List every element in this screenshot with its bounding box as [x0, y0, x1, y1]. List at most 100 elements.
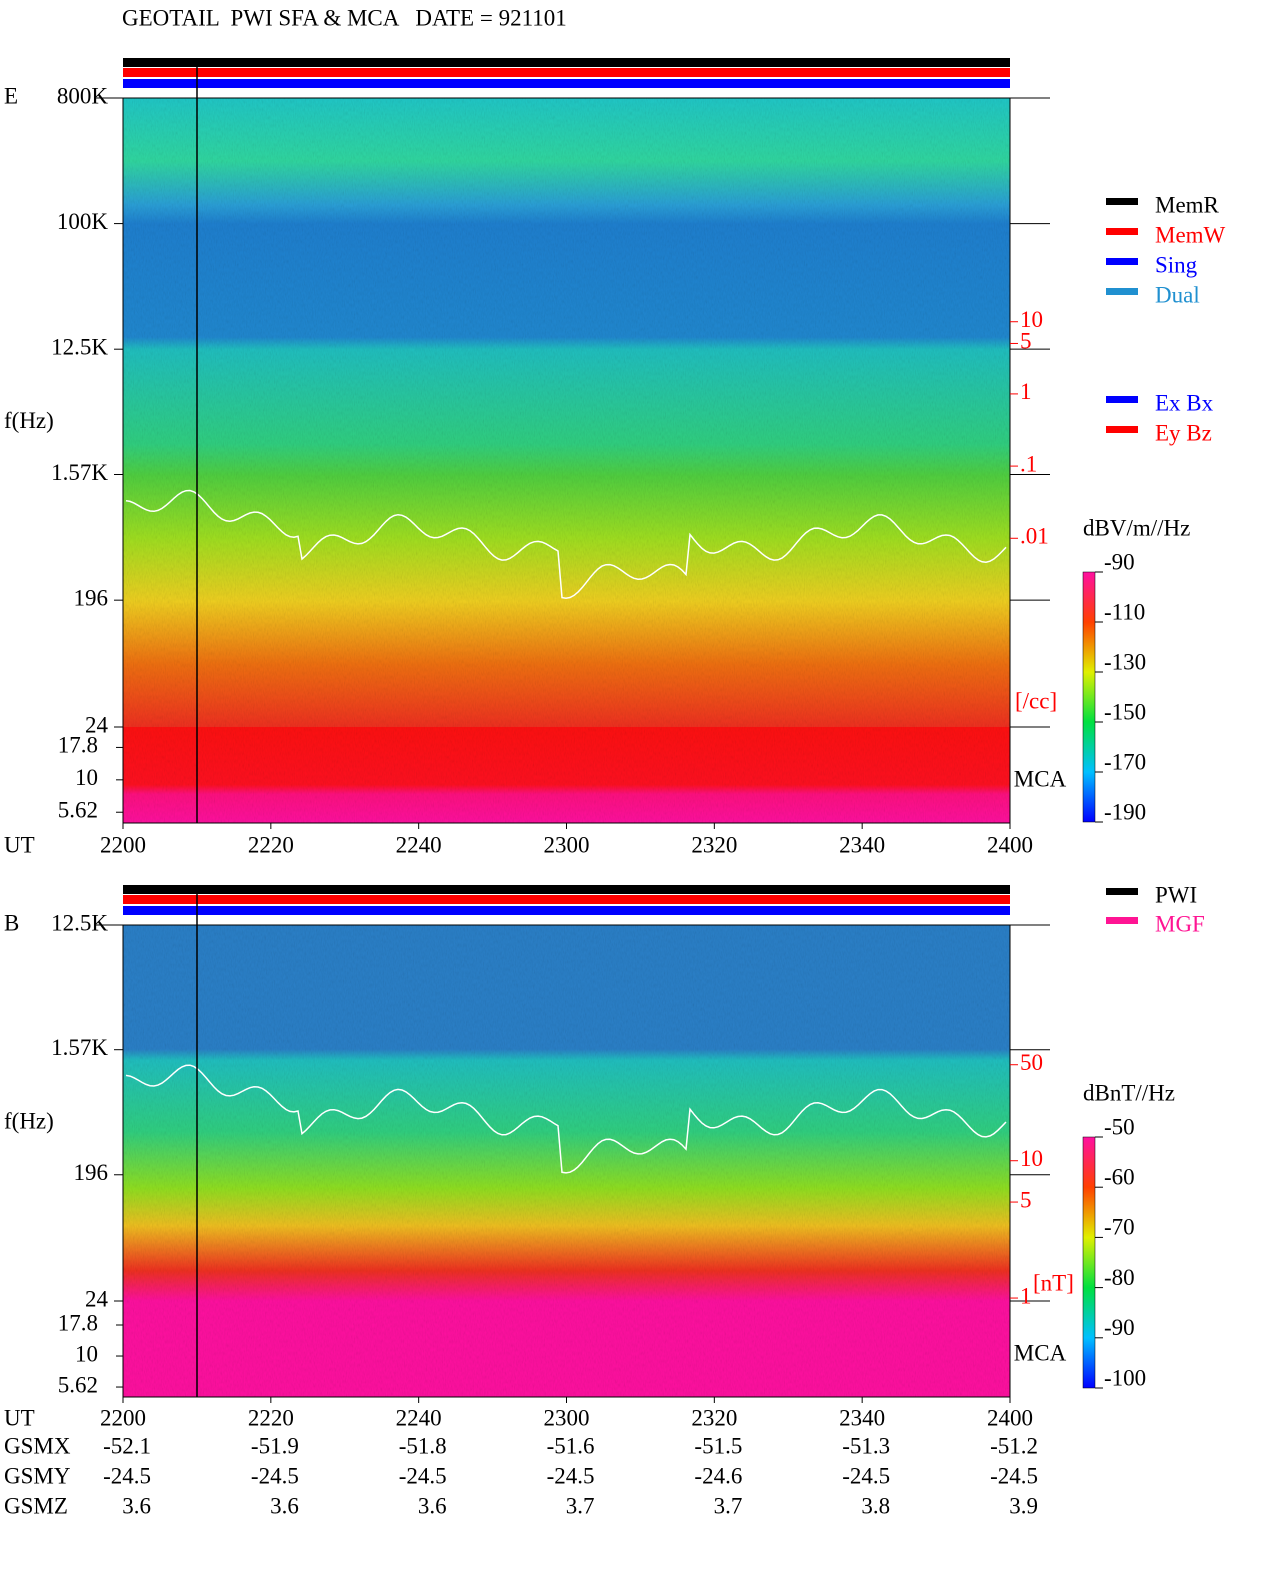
orbit-value: 3.8	[861, 1493, 890, 1518]
y-axis-label: f(Hz)	[4, 408, 54, 433]
x-tick-label: 2340	[839, 1405, 885, 1430]
x-tick-label: 2320	[691, 1405, 737, 1430]
orbit-value: -51.2	[990, 1433, 1038, 1458]
orbit-value: -24.5	[399, 1463, 447, 1488]
orbit-value: -51.6	[547, 1433, 595, 1458]
x-tick-label: 2400	[987, 1405, 1033, 1430]
legend-label: Ex Bx	[1155, 390, 1214, 415]
colorbar-tick-label: -70	[1104, 1215, 1135, 1240]
colorbar-tick-label: -130	[1104, 649, 1146, 674]
orbit-value: -24.5	[547, 1463, 595, 1488]
orbit-value: -51.3	[842, 1433, 890, 1458]
y3-tick-label: 5	[1020, 1187, 1032, 1212]
y-axis-label: f(Hz)	[4, 1108, 54, 1133]
status-bar	[123, 906, 1010, 915]
texture	[123, 925, 1010, 1397]
legend-label: Sing	[1155, 252, 1198, 277]
y3-axis-label: [nT]	[1033, 1270, 1074, 1295]
x-tick-label: 2240	[396, 832, 442, 857]
orbit-value: 3.6	[270, 1493, 299, 1518]
mca-tick-label: 10	[75, 765, 98, 790]
orbit-value: -51.8	[399, 1433, 447, 1458]
y3-tick-label: .01	[1020, 524, 1049, 549]
colorbar-tick-label: -150	[1104, 699, 1146, 724]
orbit-label: GSMY	[4, 1463, 71, 1488]
status-bar	[123, 885, 1010, 894]
x-tick-label: 2220	[248, 832, 294, 857]
x-tick-label: 2400	[987, 832, 1033, 857]
orbit-value: 3.9	[1009, 1493, 1038, 1518]
y-tick-label: 12.5K	[51, 334, 108, 359]
orbit-value: -52.1	[103, 1433, 151, 1458]
orbit-value: 3.6	[122, 1493, 151, 1518]
colorbar-tick-label: -50	[1104, 1114, 1135, 1139]
x-axis-label: UT	[4, 832, 35, 857]
legend-swatch	[1106, 426, 1138, 433]
orbit-value: -24.5	[251, 1463, 299, 1488]
colorbar-tick-label: -170	[1104, 749, 1146, 774]
legend-swatch	[1106, 288, 1138, 295]
x-tick-label: 2220	[248, 1405, 294, 1430]
y-tick-label: 1.57K	[51, 1035, 108, 1060]
x-tick-label: 2200	[100, 1405, 146, 1430]
y3-tick-label: 1	[1020, 1283, 1032, 1308]
y3-tick-label: 50	[1020, 1050, 1043, 1075]
y-tick-label: 24	[85, 712, 109, 737]
y3-tick-label: 1	[1020, 379, 1032, 404]
y-tick-label: 196	[74, 1160, 109, 1185]
legend-label: Ey Bz	[1155, 420, 1212, 445]
colorbar-tick-label: -80	[1104, 1265, 1135, 1290]
colorbar-tick-label: -60	[1104, 1164, 1135, 1189]
legend-label: MemW	[1155, 222, 1226, 247]
y-tick-label: 24	[85, 1286, 109, 1311]
y3-axis-label: [/cc]	[1015, 688, 1057, 713]
orbit-value: -51.9	[251, 1433, 299, 1458]
legend-label: Dual	[1155, 282, 1200, 307]
orbit-value: -24.5	[842, 1463, 890, 1488]
y-tick-label: 1.57K	[51, 460, 108, 485]
mca-label: MCA	[1014, 1340, 1067, 1365]
mca-tick-label: 17.8	[58, 733, 98, 758]
panel-label: B	[4, 910, 19, 935]
colorbar-tick-label: -90	[1104, 1315, 1135, 1340]
legend-swatch	[1106, 228, 1138, 235]
trace	[125, 489, 1007, 599]
mca-tick-label: 17.8	[58, 1310, 98, 1335]
x-tick-label: 2340	[839, 832, 885, 857]
y3-tick-label: 10	[1020, 1146, 1043, 1171]
mca-label: MCA	[1014, 766, 1067, 791]
status-bar	[123, 58, 1010, 67]
colorbar	[1082, 571, 1096, 823]
y3-tick-label: 10	[1020, 307, 1043, 332]
x-tick-label: 2300	[544, 832, 590, 857]
orbit-value: 3.6	[418, 1493, 447, 1518]
orbit-value: -24.5	[103, 1463, 151, 1488]
mca-tick-label: 5.62	[58, 798, 98, 823]
x-axis-label: UT	[4, 1405, 35, 1430]
legend-swatch	[1106, 888, 1138, 895]
legend-swatch	[1106, 917, 1138, 924]
legend-label: MemR	[1155, 192, 1220, 217]
x-tick-label: 2320	[691, 832, 737, 857]
y-tick-label: 196	[74, 585, 109, 610]
mca-tick-label: 5.62	[58, 1372, 98, 1397]
y-tick-label: 100K	[57, 209, 109, 234]
colorbar-tick-label: -190	[1104, 799, 1146, 824]
colorbar	[1082, 1136, 1096, 1389]
x-tick-label: 2300	[544, 1405, 590, 1430]
legend-swatch	[1106, 396, 1138, 403]
y3-tick-label: .1	[1020, 451, 1037, 476]
status-bar	[123, 895, 1010, 904]
mca-tick-label: 10	[75, 1341, 98, 1366]
legend-swatch	[1106, 198, 1138, 205]
orbit-value: -51.5	[694, 1433, 742, 1458]
colorbar-tick-label: -110	[1104, 599, 1145, 624]
colorbar-label: dBV/m//Hz	[1083, 515, 1190, 540]
y-tick-label: 800K	[57, 83, 109, 108]
texture	[123, 98, 1010, 823]
y-tick-label: 12.5K	[51, 910, 108, 935]
colorbar-tick-label: -100	[1104, 1365, 1146, 1390]
